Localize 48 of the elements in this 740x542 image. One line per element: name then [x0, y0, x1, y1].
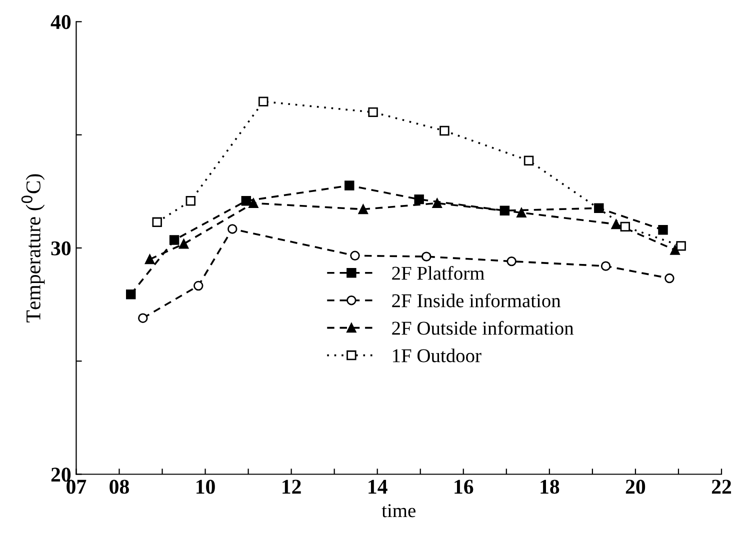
point: [350, 250, 360, 261]
point: [126, 289, 136, 300]
point: [422, 252, 432, 262]
y-tick-label: 30: [51, 241, 71, 256]
point: [594, 203, 604, 213]
point: [228, 224, 238, 234]
x-tick-label: 14: [368, 480, 388, 494]
legend-label: 1F Outdoor: [393, 348, 482, 362]
legend-label: 2F Inside information: [392, 293, 561, 308]
legend-label: 2F Platform: [392, 266, 484, 280]
x-tick-label: 08: [110, 480, 129, 494]
x-axis-title: time: [382, 504, 416, 518]
x-tick-label: 20: [626, 480, 646, 494]
point: [169, 235, 180, 245]
point: [178, 239, 189, 249]
point: [664, 273, 674, 284]
x-tick-label: 16: [454, 480, 474, 494]
point: [138, 313, 148, 323]
legend-label: 2F Outside information: [392, 320, 574, 335]
x-tick-label: 22: [712, 480, 732, 494]
point: [344, 180, 354, 190]
y-axis-title: Temperature ($^{0}$C): [21, 174, 45, 322]
x-tick-label: 07: [66, 480, 86, 494]
point: [432, 198, 442, 208]
point: [524, 156, 534, 166]
point: [414, 194, 424, 204]
point: [186, 196, 196, 206]
point: [258, 96, 268, 106]
point: [506, 256, 516, 266]
x-tick-label: 18: [540, 480, 560, 494]
point: [152, 217, 162, 228]
point: [600, 261, 611, 271]
point: [658, 225, 668, 235]
point: [248, 198, 258, 208]
y-tick-label: 40: [50, 15, 71, 30]
point: [144, 254, 155, 264]
point: [440, 126, 450, 136]
point: [241, 196, 252, 206]
point: [194, 280, 204, 291]
point: [368, 107, 378, 118]
point: [516, 208, 526, 218]
point: [620, 222, 630, 232]
point: [611, 219, 621, 230]
x-tick-label: 10: [196, 480, 215, 494]
y-tick-label: 20: [51, 468, 71, 482]
point: [358, 204, 368, 214]
point: [676, 241, 686, 251]
x-tick-label: 12: [282, 480, 301, 494]
